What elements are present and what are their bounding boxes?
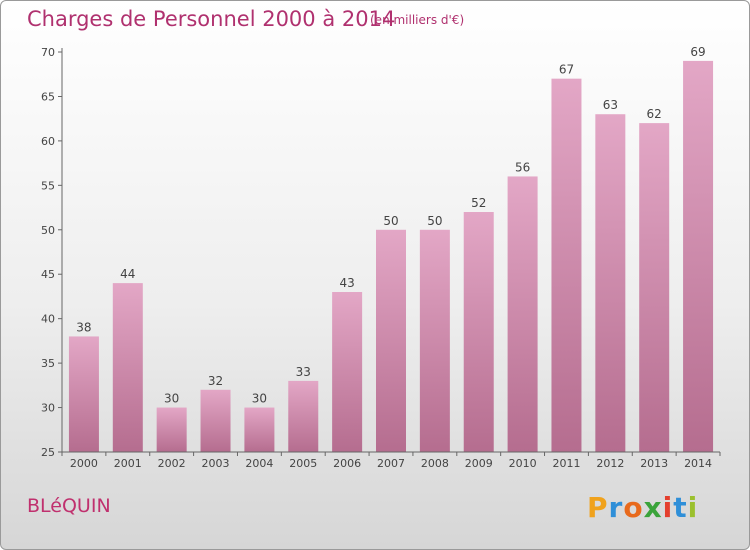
x-tick-label-2000: 2000 xyxy=(70,457,98,470)
data-label-2005: 33 xyxy=(296,365,311,379)
y-tick-label-70: 70 xyxy=(41,46,55,59)
y-tick-label-45: 45 xyxy=(41,268,55,281)
bar-2011 xyxy=(551,78,582,453)
data-label-2004: 30 xyxy=(252,392,267,406)
y-axis-tick-labels: 25 30 35 40 45 50 55 60 65 70 xyxy=(41,46,55,459)
logo-letter: r xyxy=(608,491,624,524)
x-tick-label-2013: 2013 xyxy=(640,457,668,470)
logo-letter: o xyxy=(623,491,644,524)
x-tick-label-2011: 2011 xyxy=(552,457,580,470)
bar-2001 xyxy=(112,283,143,452)
y-tick-label-60: 60 xyxy=(41,135,55,148)
y-tick-label-40: 40 xyxy=(41,313,55,326)
chart-axes xyxy=(58,48,721,456)
bar-2000 xyxy=(68,336,99,452)
x-tick-label-2010: 2010 xyxy=(509,457,537,470)
data-label-2001: 44 xyxy=(120,267,135,281)
x-tick-label-2003: 2003 xyxy=(202,457,230,470)
bar-2009 xyxy=(463,212,494,452)
logo-letter: x xyxy=(643,491,663,524)
y-tick-label-50: 50 xyxy=(41,224,55,237)
data-label-2014: 69 xyxy=(690,45,705,59)
logo-letter: i xyxy=(662,491,674,524)
x-tick-label-2009: 2009 xyxy=(465,457,493,470)
y-tick-label-35: 35 xyxy=(41,357,55,370)
bar-2010 xyxy=(507,176,538,452)
bar-2005 xyxy=(288,380,319,452)
x-tick-label-2012: 2012 xyxy=(596,457,624,470)
bar-2008 xyxy=(419,229,450,452)
logo-letter: t xyxy=(673,491,688,524)
data-label-2009: 52 xyxy=(471,196,486,210)
x-axis-tick-labels: 2000 2001 2002 2003 2004 2005 2006 2007 2008 2009… xyxy=(70,457,712,470)
data-label-2012: 63 xyxy=(603,98,618,112)
bar-2002 xyxy=(156,407,187,452)
data-label-2007: 50 xyxy=(383,214,398,228)
y-tick-label-25: 25 xyxy=(41,446,55,459)
bar-2014 xyxy=(683,60,714,453)
bar-2007 xyxy=(376,229,406,452)
bar-2006 xyxy=(332,292,363,452)
bar-2013 xyxy=(639,123,670,452)
chart-title: Charges de Personnel 2000 à 2014 xyxy=(27,7,396,31)
bar-series xyxy=(68,60,714,453)
y-tick-label-30: 30 xyxy=(41,402,55,415)
chart-subtitle: (en milliers d'€) xyxy=(370,13,465,27)
x-tick-label-2004: 2004 xyxy=(245,457,273,470)
logo-letter: P xyxy=(587,491,609,524)
proxiti-logo: Proxiti xyxy=(587,491,698,524)
data-label-2003: 32 xyxy=(208,374,223,388)
logo-letter: i xyxy=(687,491,699,524)
data-label-2013: 62 xyxy=(647,107,662,121)
x-tick-label-2002: 2002 xyxy=(158,457,186,470)
bar-2003 xyxy=(200,389,231,452)
x-tick-label-2001: 2001 xyxy=(114,457,142,470)
data-label-2011: 67 xyxy=(559,63,574,77)
data-label-2008: 50 xyxy=(427,214,442,228)
data-label-2010: 56 xyxy=(515,160,530,174)
y-tick-label-65: 65 xyxy=(41,90,55,103)
x-tick-label-2005: 2005 xyxy=(289,457,317,470)
x-tick-label-2008: 2008 xyxy=(421,457,449,470)
data-label-2000: 38 xyxy=(76,320,91,334)
x-tick-label-2014: 2014 xyxy=(684,457,712,470)
commune-name: BLéQUIN xyxy=(27,495,111,517)
bar-2004 xyxy=(244,407,275,452)
data-label-2006: 43 xyxy=(339,276,354,290)
data-labels: 38 44 30 32 30 33 43 50 50 52 56 67 63 62 69 xyxy=(76,45,705,406)
x-tick-label-2007: 2007 xyxy=(377,457,405,470)
y-tick-label-55: 55 xyxy=(41,179,55,192)
bar-2012 xyxy=(595,114,626,452)
x-tick-label-2006: 2006 xyxy=(333,457,361,470)
data-label-2002: 30 xyxy=(164,392,179,406)
